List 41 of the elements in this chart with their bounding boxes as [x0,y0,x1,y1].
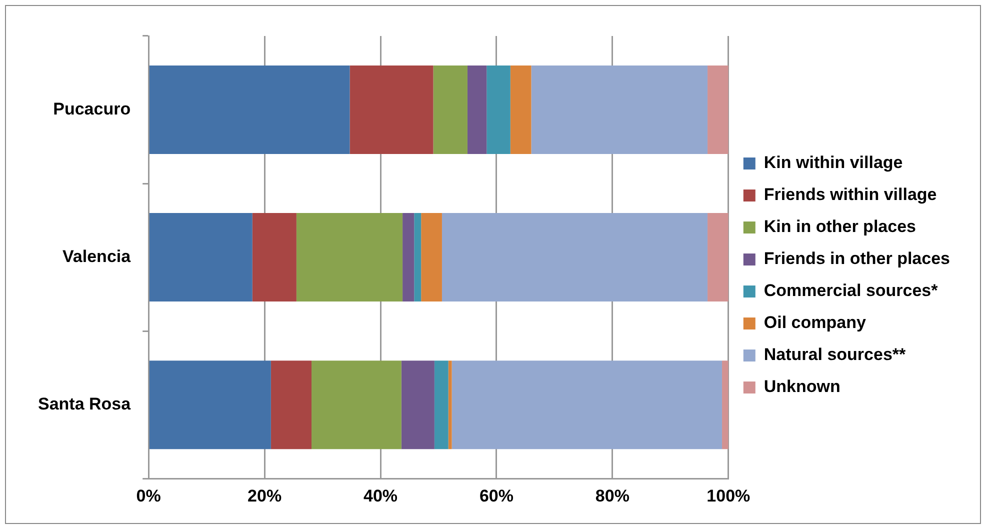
legend-label: Friends in other places [764,249,950,268]
x-tick-label: 20% [248,486,282,506]
bar [402,213,414,302]
bar [433,66,468,154]
bar [296,213,403,302]
y-tick-label: Valencia [62,246,132,266]
bar [252,213,296,302]
x-tick-label: 80% [595,486,630,506]
y-tick-label: Pucacuro [53,99,131,118]
bar [486,66,510,154]
legend-label: Commercial sources* [764,281,938,300]
x-tick-label: 40% [363,486,398,506]
bar [708,213,728,302]
bar [467,66,487,154]
bar [442,213,708,302]
bar [149,213,252,302]
legend-label: Kin in other places [764,217,916,236]
bar [350,66,434,154]
bar [434,360,448,450]
bar [270,360,312,450]
bar [149,360,271,450]
x-tick-label: 0% [136,486,161,506]
bar [531,66,708,154]
legend-label: Unknown [764,377,840,396]
bar [312,360,402,450]
bar [510,66,532,154]
bar [448,360,452,450]
bar [708,66,728,154]
legend-label: Oil company [764,313,866,332]
bar [401,360,434,450]
x-tick-label: 100% [706,486,750,506]
y-tick-label: Santa Rosa [38,394,132,414]
bar [149,66,350,154]
legend-label: Kin within village [764,153,903,172]
bar [722,360,728,450]
legend-label: Friends within village [764,185,937,204]
bar [421,213,442,302]
x-tick-label: 60% [479,486,514,506]
bar [414,213,422,302]
legend-label: Natural sources** [764,345,906,364]
bar [452,360,722,450]
